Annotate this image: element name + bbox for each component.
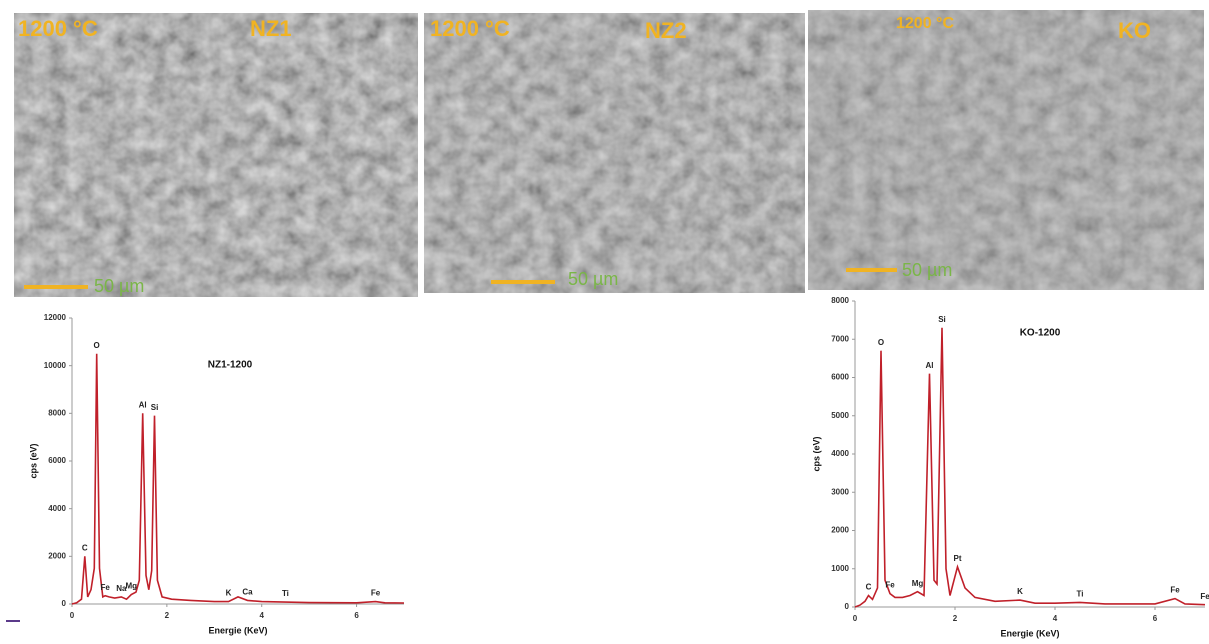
sem-sample: NZ1 [250, 16, 292, 41]
peak-label: Si [151, 403, 159, 412]
sem-scale: 50 µm [568, 269, 618, 289]
peak-label: Ca [242, 588, 253, 597]
x-tick-label: 0 [70, 611, 75, 620]
y-tick-label: 8000 [831, 296, 849, 305]
x-tick-label: 6 [1153, 614, 1158, 623]
y-tick-label: 5000 [831, 411, 849, 420]
sem-sample: KO [1118, 18, 1151, 43]
peak-label: Al [139, 400, 147, 409]
spectrum-line [854, 327, 1206, 608]
spectrum-line [71, 353, 405, 605]
peak-label: Fe [101, 583, 111, 592]
x-tick-label: 2 [165, 611, 170, 620]
y-tick-label: 4000 [831, 449, 849, 458]
peak-label: Al [926, 361, 934, 370]
chart-title: KO-1200 [1020, 328, 1061, 339]
peak-label: C [866, 583, 872, 592]
peak-label: Na [116, 584, 127, 593]
peak-label: Fe [1170, 586, 1180, 595]
x-axis-label: Energie (KeV) [1000, 628, 1059, 638]
sem-temperature: 1200 °C [18, 16, 98, 41]
sem-scale: 50 µm [94, 276, 144, 296]
y-tick-label: 7000 [831, 334, 849, 343]
peak-label: Fe [885, 581, 895, 590]
y-tick-label: 0 [62, 599, 67, 608]
sem-texture [424, 13, 805, 293]
y-tick-label: 4000 [48, 504, 66, 513]
peak-label: O [94, 341, 100, 350]
y-tick-label: 6000 [831, 373, 849, 382]
y-axis-label: cps (eV) [28, 443, 38, 478]
peak-label: O [878, 338, 884, 347]
y-tick-label: 10000 [44, 361, 67, 370]
y-tick-label: 8000 [48, 408, 66, 417]
y-tick-label: 6000 [48, 456, 66, 465]
sem-temperature: 1200 °C [896, 15, 954, 32]
peak-label: K [1017, 587, 1023, 596]
y-tick-label: 12000 [44, 313, 67, 322]
peak-label: Mg [126, 582, 138, 591]
sem-sample: NZ2 [645, 18, 687, 43]
sem-texture [14, 13, 418, 297]
sem-scale: 50 µm [902, 260, 952, 280]
peak-label: Ti [1077, 590, 1084, 599]
sem-texture [808, 10, 1204, 290]
x-axis-label: Energie (KeV) [208, 625, 267, 635]
x-tick-label: 4 [1053, 614, 1058, 623]
sem-panel: 1200 °C KO 50 µm [808, 10, 1204, 290]
peak-label: Ti [282, 589, 289, 598]
sem-panel: 1200 °C NZ1 50 µm [14, 13, 418, 297]
sem-temperature: 1200 °C [430, 16, 510, 41]
peak-label: Fe [371, 589, 381, 598]
y-tick-label: 1000 [831, 564, 849, 573]
y-tick-label: 3000 [831, 487, 849, 496]
peak-label: Pt [954, 554, 962, 563]
y-tick-label: 2000 [831, 526, 849, 535]
x-tick-label: 6 [354, 611, 359, 620]
sem-panel: 1200 °C NZ2 50 µm [424, 13, 805, 293]
peak-label: C [82, 543, 88, 552]
y-tick-label: 0 [845, 602, 850, 611]
peak-label: Si [938, 315, 946, 324]
peak-label: Mg [912, 579, 924, 588]
peak-label: Fe [1200, 592, 1209, 601]
x-tick-label: 0 [853, 614, 858, 623]
y-tick-label: 2000 [48, 551, 66, 560]
peak-label: K [226, 589, 232, 598]
chart-title: NZ1-1200 [208, 360, 253, 371]
y-axis-label: cps (eV) [811, 436, 821, 471]
x-tick-label: 4 [259, 611, 264, 620]
x-tick-label: 2 [953, 614, 958, 623]
